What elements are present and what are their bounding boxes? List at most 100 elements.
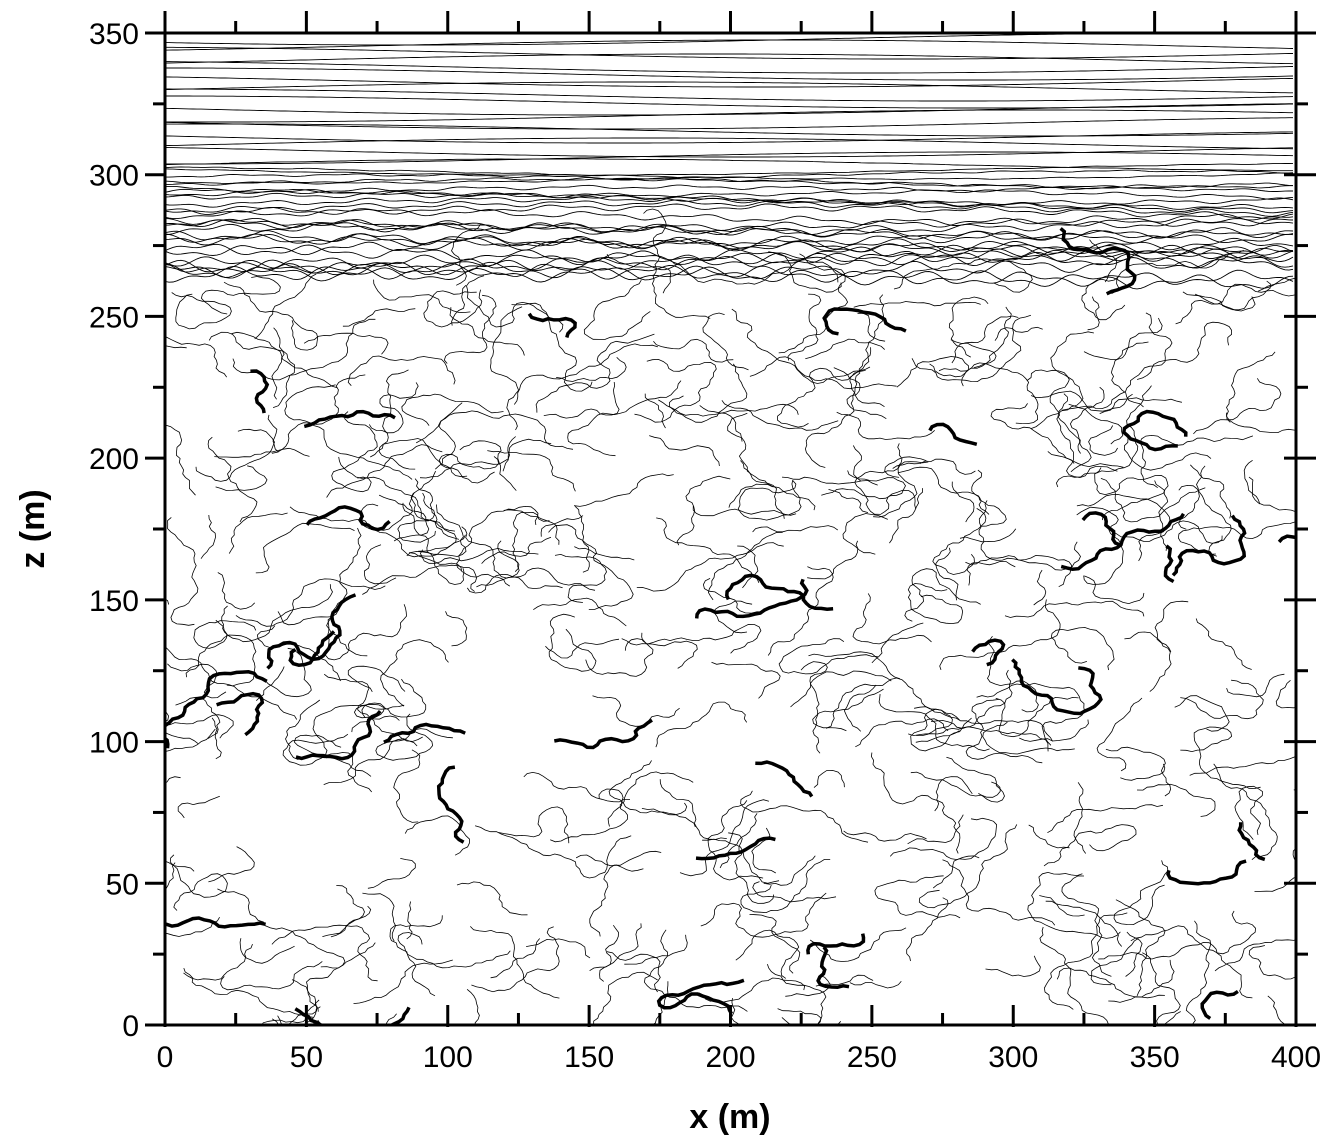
contour-line (338, 456, 456, 532)
contour-line (804, 347, 872, 468)
contour-line (833, 367, 887, 420)
contour-line (363, 544, 397, 585)
contour-line (207, 436, 258, 523)
contour-line (951, 315, 1019, 364)
contour-line (669, 363, 748, 423)
contour-line (235, 578, 386, 627)
contour-line (727, 412, 773, 488)
contour-line (451, 285, 467, 326)
axes: 0 50 100 150 200 250 300 350 400 0 50 100 150 200 250 3… (89, 11, 1321, 1074)
contour-line (598, 788, 624, 827)
contour-line (994, 326, 1043, 341)
contour-line (470, 926, 560, 999)
contour-line (1039, 926, 1110, 1025)
contour-line (347, 355, 456, 386)
contour-line (404, 815, 470, 856)
contour-line (904, 568, 981, 622)
contour-line (342, 308, 416, 327)
contour-line (763, 855, 816, 886)
x-tick-label: 100 (423, 1041, 473, 1074)
contour-line (714, 600, 753, 634)
contour-line (815, 974, 874, 987)
contour-line (816, 946, 850, 990)
contour-line (785, 974, 831, 997)
x-tick-label: 250 (847, 1041, 897, 1074)
contour-line (362, 892, 397, 942)
contour-line (271, 327, 285, 400)
contour-line (165, 76, 1294, 88)
contour-line (593, 971, 658, 1025)
contour-line (1099, 397, 1182, 414)
contour-line (908, 669, 1013, 737)
contour-line (946, 756, 1005, 803)
contour-line (397, 492, 436, 543)
contour-line (165, 33, 1293, 46)
contour-line (659, 779, 727, 840)
contour-line (362, 564, 478, 595)
contour-line (855, 718, 949, 748)
contour-line (165, 345, 187, 349)
y-tick-label: 0 (122, 1010, 139, 1043)
contour-line (906, 897, 949, 962)
contour-line (1111, 249, 1244, 294)
contour-line (165, 206, 1294, 227)
contour-line (554, 553, 607, 603)
contour-line (575, 854, 644, 872)
contour-line (165, 158, 1293, 172)
contour-line (171, 292, 232, 330)
contour-line (1073, 782, 1087, 854)
contour-line (406, 504, 467, 557)
contour-line (165, 218, 1294, 236)
contour-line (1164, 1011, 1181, 1025)
contour-line (592, 695, 680, 727)
contour-line (725, 573, 834, 611)
contour-line (165, 646, 298, 720)
contour-line (740, 460, 785, 519)
contour-line (456, 505, 539, 571)
contour-line (165, 230, 1294, 253)
contour-line (165, 117, 1293, 130)
contour-line (165, 236, 1294, 259)
contour-line (221, 584, 333, 643)
contour-line (1194, 293, 1256, 312)
contour-line (322, 885, 365, 937)
contour-line (165, 166, 1294, 181)
contour-line (165, 335, 228, 378)
y-tick-label: 100 (89, 727, 139, 760)
contour-line (918, 824, 1018, 909)
contour-line (1087, 296, 1100, 331)
contour-line (261, 1016, 313, 1025)
contour-line (634, 358, 717, 423)
contour-line (567, 380, 682, 457)
contour-line (183, 967, 320, 1016)
contour-line (1237, 822, 1266, 862)
contour-line (692, 505, 797, 517)
contour-line (443, 294, 497, 364)
contour-line (910, 708, 960, 752)
contour-line (195, 428, 275, 482)
contour-line (679, 799, 770, 877)
contour-line (438, 453, 500, 478)
contour-line (449, 307, 525, 356)
contour-line (1293, 789, 1296, 791)
contour-line (755, 760, 814, 798)
x-tick-label: 400 (1271, 1041, 1321, 1074)
contour-line (574, 506, 634, 610)
contour-line (934, 776, 973, 812)
contour-line (1258, 277, 1296, 292)
contour-line (932, 508, 987, 575)
contour-line (165, 53, 1294, 65)
contour-line (853, 301, 981, 308)
contour-line (165, 256, 1294, 283)
contour-line (331, 411, 378, 493)
contour-line (326, 527, 368, 657)
contour-line (244, 943, 295, 964)
contour-line (1177, 521, 1296, 555)
contour-line (267, 414, 279, 453)
contour-line (1248, 945, 1296, 980)
contour-line (1033, 569, 1047, 606)
contour-line (1027, 871, 1121, 939)
contour-line (254, 273, 317, 340)
contour-line (165, 147, 1293, 158)
contour-line (330, 905, 372, 938)
